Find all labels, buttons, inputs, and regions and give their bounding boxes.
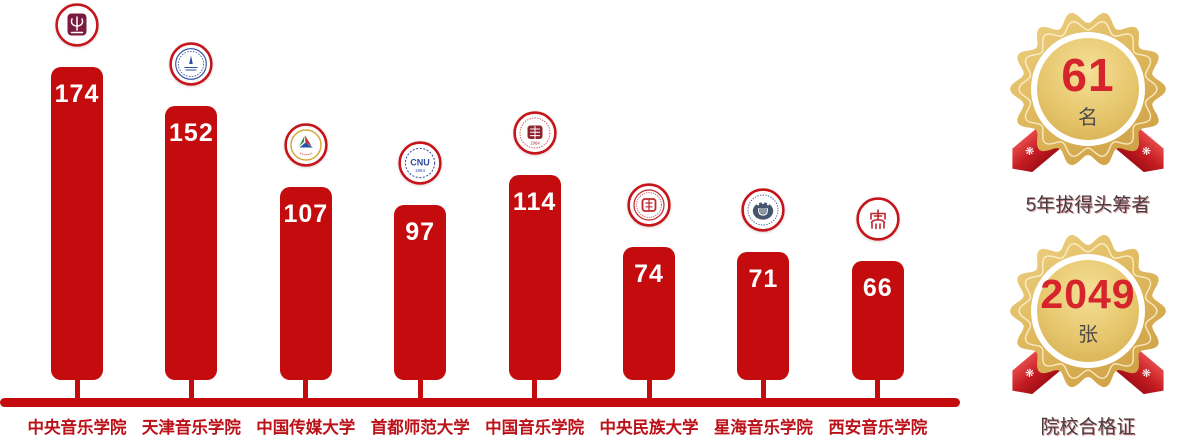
central-conservatory-of-music-logo [55, 2, 99, 47]
bar-首都师范大学: 97 [394, 205, 447, 380]
badge-certificates: ❋ ❋ 2049 张 院校合格证 [1002, 226, 1174, 436]
logo-connector-line [647, 224, 651, 247]
badge-unit: 张 [1078, 324, 1098, 346]
xinghai-conservatory-of-music-logo [741, 188, 786, 233]
axis-connector-line [417, 380, 423, 400]
axis-connector-line [303, 380, 309, 400]
china-conservatory-of-music-logo: 1964 [512, 110, 557, 155]
bar-value-label: 74 [634, 259, 664, 288]
bar-value-label: 66 [862, 274, 893, 303]
bar-value-label: 71 [748, 265, 779, 294]
bar-value-label: 174 [54, 79, 100, 108]
svg-text:1964: 1964 [530, 140, 540, 145]
x-axis-category-label: 星海音乐学院 [713, 419, 813, 436]
bar-星海音乐学院: 71 [737, 252, 790, 380]
badge-value: 61 [1061, 49, 1115, 101]
badge-caption: 5年拔得头筹者 [1025, 195, 1151, 216]
logo-connector-line [418, 183, 422, 206]
logo-connector-line [533, 152, 537, 175]
badge-caption: 院校合格证 [1040, 417, 1136, 436]
bar-天津音乐学院: 152 [165, 106, 218, 380]
x-axis-baseline [0, 398, 960, 407]
axis-connector-line [532, 380, 538, 400]
bar-value-label: 114 [512, 187, 557, 216]
logo-connector-line [304, 165, 308, 188]
svg-text:CNU: CNU [410, 158, 430, 168]
x-axis-category-label: 中国音乐学院 [485, 419, 585, 436]
x-axis-category-label: 首都师范大学 [370, 419, 470, 436]
axis-connector-line [188, 380, 194, 400]
gold-medal-icon [1010, 12, 1166, 166]
logo-connector-line [876, 239, 880, 262]
capital-normal-university-logo: CNU 1954 [398, 141, 443, 186]
bar-西安音乐学院: 66 [851, 261, 904, 380]
axis-connector-line [74, 380, 80, 400]
x-axis-category-label: 西安音乐学院 [828, 419, 928, 436]
axis-connector-line [646, 380, 652, 400]
minzu-university-of-china-logo [627, 182, 671, 227]
bar-中国传媒大学: 107 [279, 187, 332, 380]
bar-chart: 174 中央音乐学院 152 天津音乐学院 107 中国传媒大学 CNU 1954 97 首都师范… [0, 2, 960, 436]
axis-connector-line [875, 380, 881, 400]
logo-connector-line [761, 230, 765, 253]
bar-中央民族大学: 74 [623, 246, 675, 380]
bar-value-label: 107 [283, 200, 329, 229]
logo-connector-line [189, 84, 193, 107]
badge-unit: 名 [1078, 107, 1098, 129]
svg-text:1954: 1954 [415, 168, 426, 173]
gold-medal-icon [1010, 234, 1166, 388]
x-axis-category-label: 中国传媒大学 [256, 419, 356, 436]
xian-conservatory-of-music-logo [855, 197, 900, 242]
communication-university-of-china-logo [283, 123, 328, 168]
tianjin-conservatory-of-music-logo [169, 42, 214, 87]
logo-connector-line [75, 44, 79, 67]
x-axis-category-label: 中央民族大学 [599, 419, 699, 436]
axis-connector-line [760, 380, 766, 400]
bar-value-label: 97 [405, 218, 436, 247]
x-axis-category-label: 中央音乐学院 [27, 419, 127, 436]
badge-top-winners: ❋ ❋ 61 名 5年拔得头筹者 [1002, 4, 1174, 216]
bar-value-label: 152 [169, 119, 214, 148]
bar-中央音乐学院: 174 [51, 66, 103, 380]
bar-中国音乐学院: 114 [508, 174, 561, 380]
badge-value: 2049 [1040, 271, 1136, 317]
x-axis-category-label: 天津音乐学院 [141, 419, 241, 436]
